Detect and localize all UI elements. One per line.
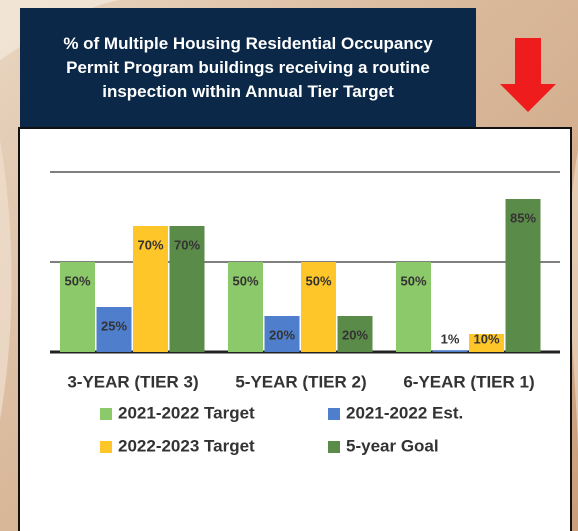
x-tick-label: 6-YEAR (TIER 1) (403, 372, 534, 391)
bar (337, 316, 373, 352)
bar (432, 350, 468, 352)
bar (169, 226, 205, 352)
data-label: 50% (64, 273, 90, 288)
bar (228, 262, 263, 352)
data-label: 50% (305, 273, 331, 288)
bar (60, 262, 95, 352)
chart: 50% 25% 70% 70% 3-YEAR (TIER 3) 50% 20% 50% 20% 5… (50, 171, 560, 455)
legend-label: 5-year Goal (346, 436, 439, 455)
chart-title: % of Multiple Housing Residential Occupa… (63, 33, 433, 101)
bar (133, 226, 168, 352)
bar (96, 307, 132, 352)
data-label: 20% (269, 327, 295, 342)
legend-swatch (100, 441, 112, 453)
data-label: 70% (174, 237, 200, 252)
bar (469, 334, 504, 352)
legend-label: 2021-2022 Est. (346, 403, 463, 422)
data-label: 50% (232, 273, 258, 288)
x-tick-label: 3-YEAR (TIER 3) (67, 372, 198, 391)
bar (396, 262, 431, 352)
legend-swatch (328, 441, 340, 453)
bar (264, 316, 300, 352)
legend-swatch (100, 408, 112, 420)
title-box: % of Multiple Housing Residential Occupa… (20, 8, 476, 127)
legend-label: 2021-2022 Target (118, 403, 255, 422)
legend-swatch (328, 408, 340, 420)
x-tick-label: 5-YEAR (TIER 2) (235, 372, 366, 391)
data-label: 50% (400, 273, 426, 288)
data-label: 70% (137, 237, 163, 252)
legend-label: 2022-2023 Target (118, 436, 255, 455)
data-label: 25% (101, 318, 127, 333)
data-label: 1% (441, 331, 460, 346)
data-label: 10% (473, 331, 499, 346)
data-label: 85% (510, 210, 536, 225)
bar (505, 199, 541, 352)
bar (301, 262, 336, 352)
data-label: 20% (342, 327, 368, 342)
chart-panel: 50% 25% 70% 70% 3-YEAR (TIER 3) 50% 20% 50% 20% 5… (18, 127, 572, 531)
